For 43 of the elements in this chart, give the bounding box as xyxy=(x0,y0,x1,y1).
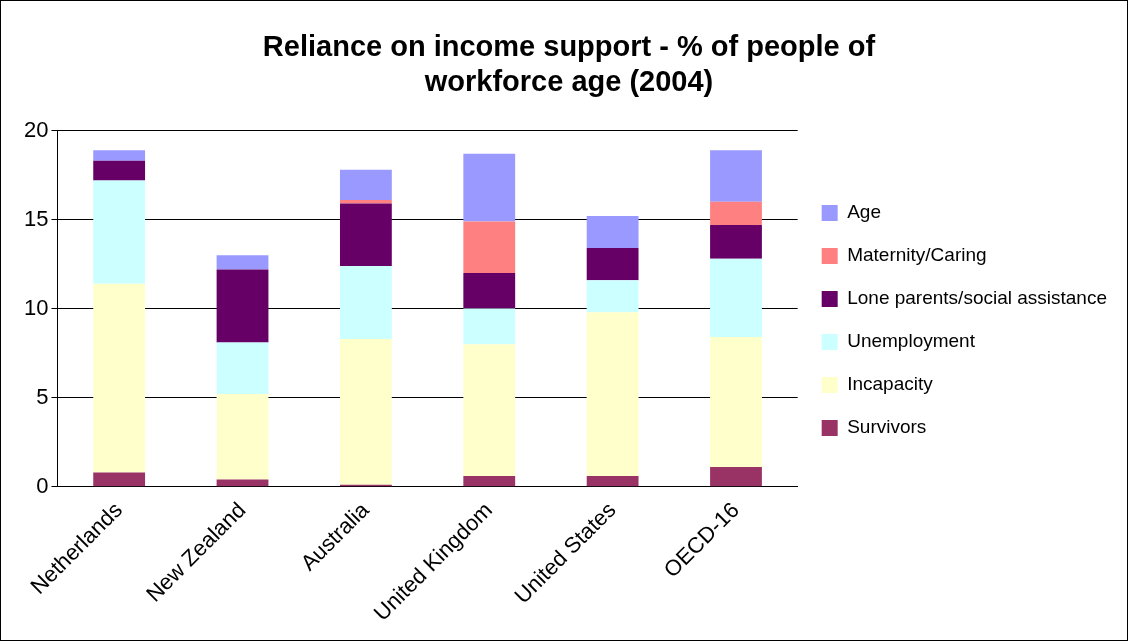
legend-label: Maternity/Caring xyxy=(847,244,987,266)
legend-label: Incapacity xyxy=(847,373,934,395)
bar xyxy=(463,344,516,476)
bar xyxy=(586,312,639,476)
bar xyxy=(339,203,392,266)
bar xyxy=(93,472,146,487)
chart-title: Reliance on income support - % of people of workforce age (2004) xyxy=(262,30,876,98)
bar xyxy=(93,150,146,161)
bar xyxy=(463,308,516,345)
y-tick-label: 20 xyxy=(23,116,49,142)
bar xyxy=(710,337,762,468)
legend-label: Age xyxy=(847,201,881,223)
bar xyxy=(463,475,516,487)
bar xyxy=(463,221,516,274)
bar xyxy=(216,342,269,395)
bar xyxy=(586,280,639,313)
legend-label: Unemployment xyxy=(847,330,976,352)
bar xyxy=(216,394,269,480)
bar xyxy=(586,216,639,249)
y-tick-label: 0 xyxy=(36,472,49,498)
bar xyxy=(586,475,639,487)
bar xyxy=(93,180,146,284)
bar xyxy=(339,169,392,201)
bar xyxy=(463,153,516,222)
bar xyxy=(710,150,762,202)
legend-label: Survivors xyxy=(847,416,927,438)
bar xyxy=(216,255,269,270)
bar xyxy=(586,248,639,281)
bar xyxy=(339,265,392,339)
y-tick-label: 15 xyxy=(23,205,49,231)
y-tick-label: 5 xyxy=(36,383,49,409)
bar xyxy=(710,224,762,259)
legend-label: Lone parents/social assistance xyxy=(847,287,1108,309)
bar xyxy=(93,283,146,473)
bar xyxy=(710,467,762,487)
bar xyxy=(93,160,146,181)
bar xyxy=(710,258,762,338)
bar xyxy=(463,273,516,309)
bar xyxy=(339,200,392,204)
bar xyxy=(710,201,762,225)
y-tick-label: 10 xyxy=(23,294,49,320)
bar xyxy=(339,338,392,485)
bar xyxy=(216,269,269,343)
